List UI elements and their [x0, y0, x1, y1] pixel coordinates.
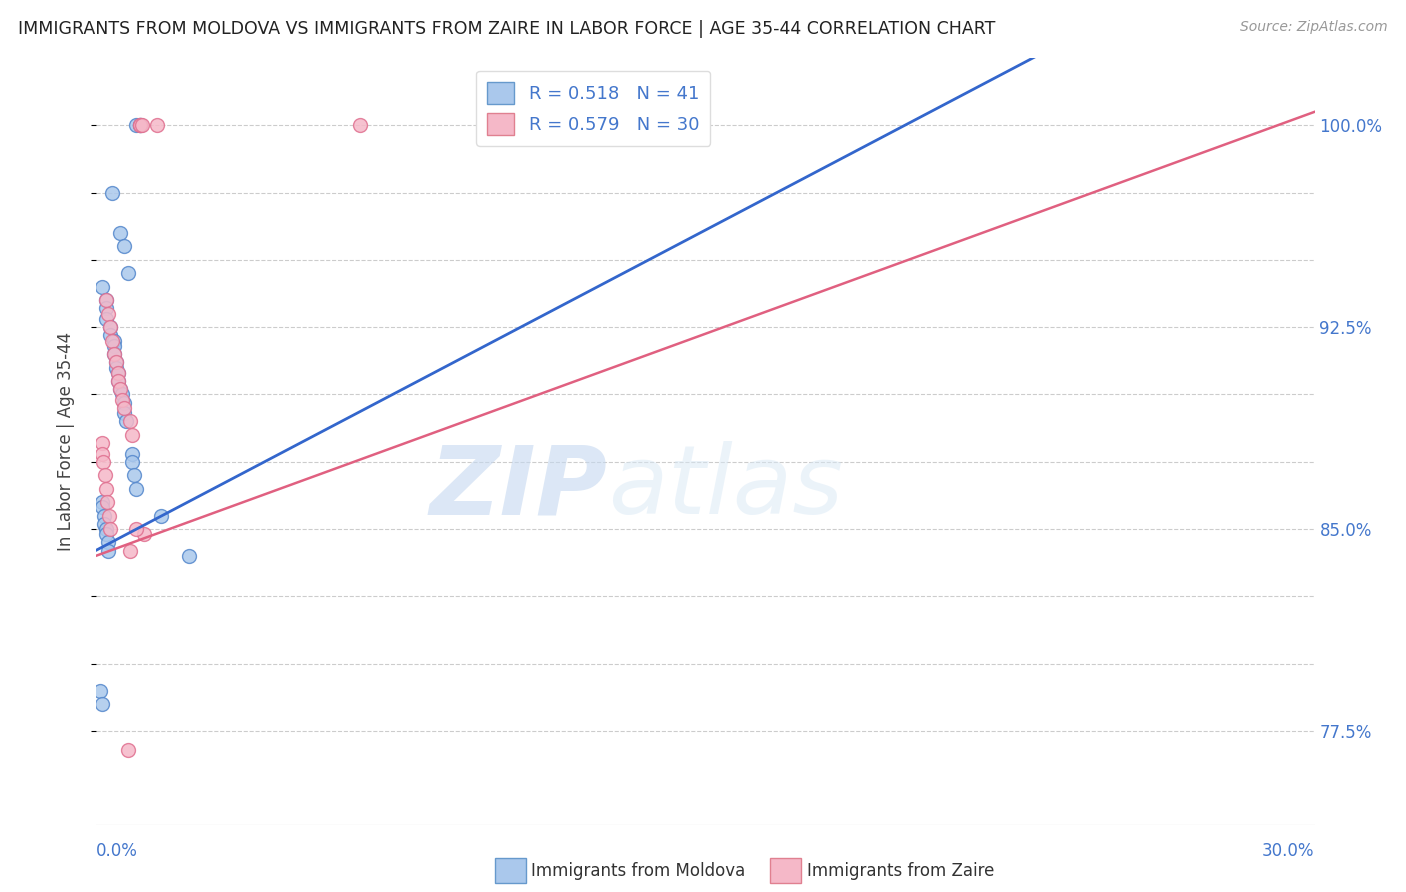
Point — [107, 374, 129, 388]
Point — [145, 118, 167, 132]
Point — [108, 226, 131, 240]
Point — [108, 382, 131, 396]
Point — [103, 347, 125, 361]
Point — [104, 355, 127, 369]
Point — [97, 543, 120, 558]
Point — [90, 500, 112, 515]
Point — [117, 743, 139, 757]
Point — [117, 266, 139, 280]
Point — [89, 683, 111, 698]
Point — [96, 495, 118, 509]
Point — [98, 328, 121, 343]
Point — [129, 118, 152, 132]
Point — [125, 482, 148, 496]
Point — [97, 535, 120, 549]
Point — [94, 301, 117, 316]
Point — [111, 392, 134, 407]
Point — [98, 320, 121, 334]
Point — [90, 279, 112, 293]
Point — [94, 293, 117, 308]
Point — [129, 118, 152, 132]
Point — [107, 366, 129, 380]
Y-axis label: In Labor Force | Age 35-44: In Labor Force | Age 35-44 — [56, 332, 75, 551]
Point — [90, 436, 112, 450]
Point — [97, 307, 120, 321]
Point — [120, 543, 142, 558]
Point — [94, 312, 117, 326]
Text: Immigrants from Moldova: Immigrants from Moldova — [531, 862, 745, 880]
Point — [94, 527, 117, 541]
Point — [93, 508, 115, 523]
Point — [129, 118, 152, 132]
Text: atlas: atlas — [607, 441, 842, 534]
Point — [107, 374, 129, 388]
Point — [107, 366, 129, 380]
Point — [90, 495, 112, 509]
Point — [129, 118, 152, 132]
Point — [90, 697, 112, 711]
Point — [120, 414, 142, 428]
Text: IMMIGRANTS FROM MOLDOVA VS IMMIGRANTS FROM ZAIRE IN LABOR FORCE | AGE 35-44 CORR: IMMIGRANTS FROM MOLDOVA VS IMMIGRANTS FR… — [18, 20, 995, 37]
Point — [104, 360, 127, 375]
Point — [122, 468, 145, 483]
Point — [134, 527, 156, 541]
Point — [125, 522, 148, 536]
Point — [103, 334, 125, 348]
Point — [149, 508, 172, 523]
Text: 30.0%: 30.0% — [1263, 842, 1315, 860]
Point — [93, 468, 115, 483]
Point — [98, 320, 121, 334]
Point — [104, 355, 127, 369]
Point — [90, 447, 112, 461]
Point — [125, 118, 148, 132]
Text: Source: ZipAtlas.com: Source: ZipAtlas.com — [1240, 20, 1388, 34]
Point — [94, 522, 117, 536]
Point — [112, 406, 135, 420]
Point — [121, 427, 143, 442]
Point — [103, 339, 125, 353]
Point — [101, 334, 124, 348]
Point — [349, 118, 371, 132]
Point — [94, 293, 117, 308]
Text: Immigrants from Zaire: Immigrants from Zaire — [807, 862, 994, 880]
Point — [98, 522, 121, 536]
Point — [101, 186, 124, 200]
Point — [108, 382, 131, 396]
Point — [177, 549, 200, 563]
Point — [112, 401, 135, 415]
Point — [115, 414, 138, 428]
Point — [91, 455, 114, 469]
Text: ZIP: ZIP — [430, 441, 607, 534]
Point — [112, 239, 135, 253]
Legend: R = 0.518   N = 41, R = 0.579   N = 30: R = 0.518 N = 41, R = 0.579 N = 30 — [477, 70, 710, 145]
Point — [93, 516, 115, 531]
Text: 0.0%: 0.0% — [96, 842, 138, 860]
Point — [111, 387, 134, 401]
Point — [131, 118, 153, 132]
Point — [97, 508, 120, 523]
Point — [121, 447, 143, 461]
Point — [112, 395, 135, 409]
Point — [103, 347, 125, 361]
Point — [121, 455, 143, 469]
Point — [94, 482, 117, 496]
